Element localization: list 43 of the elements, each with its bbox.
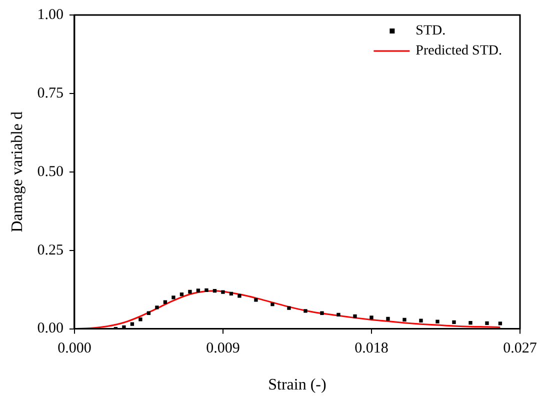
legend-label: Predicted STD. — [416, 44, 502, 59]
y-tick-label: 0.00 — [37, 320, 64, 337]
y-tick-label: 1.00 — [37, 6, 64, 23]
x-tick-label: 0.000 — [58, 340, 92, 357]
point — [287, 306, 291, 310]
point — [452, 320, 456, 324]
point — [163, 300, 168, 304]
point — [320, 311, 324, 315]
point — [254, 298, 258, 302]
point — [270, 302, 274, 306]
y-axis-title: Damage variable d — [8, 111, 26, 232]
point — [304, 309, 308, 313]
point — [188, 290, 192, 294]
y-tick-label: 0.75 — [37, 85, 64, 102]
point — [172, 296, 176, 300]
x-tick-label: 0.027 — [503, 340, 538, 357]
point — [468, 321, 472, 325]
x-tick-label: 0.009 — [206, 340, 240, 357]
point — [353, 314, 357, 318]
point — [402, 318, 406, 322]
point — [146, 311, 151, 315]
y-tick-label: 0.25 — [37, 242, 64, 258]
y-tick-label: 0.50 — [37, 164, 64, 180]
x-tick-label: 0.018 — [354, 340, 388, 357]
point — [336, 312, 340, 317]
point — [196, 288, 200, 292]
point — [212, 288, 217, 293]
point — [221, 290, 225, 294]
point — [204, 288, 208, 292]
point — [370, 316, 374, 320]
point — [498, 322, 502, 326]
point — [229, 292, 234, 296]
x-axis-title: Strain (-) — [268, 376, 326, 394]
point — [155, 306, 159, 310]
point — [419, 318, 423, 322]
point — [386, 316, 390, 321]
point — [180, 292, 184, 296]
point — [238, 294, 242, 298]
point — [485, 321, 489, 325]
point — [138, 318, 142, 322]
point — [436, 320, 440, 324]
legend-label: STD. — [416, 24, 446, 39]
point — [130, 322, 134, 326]
